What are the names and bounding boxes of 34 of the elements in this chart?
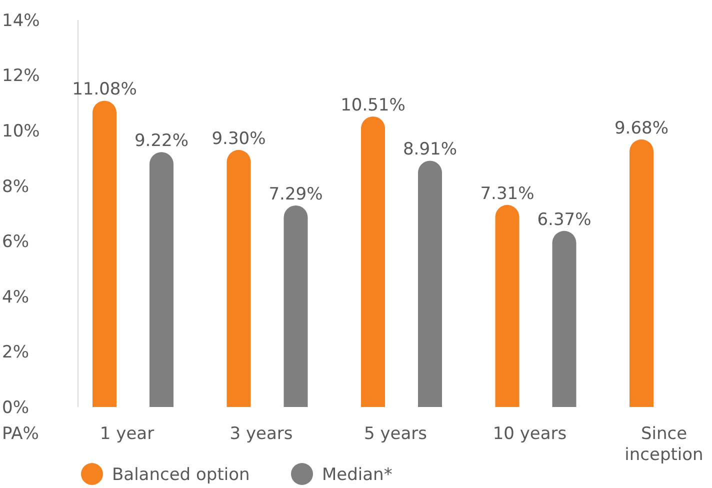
data-label: 9.22% [134, 131, 189, 152]
y-tick-label: 14% [2, 10, 40, 31]
y-tick-label: 8% [2, 176, 29, 197]
data-label: 10.51% [340, 95, 406, 116]
data-label: 9.30% [212, 128, 266, 149]
x-tick-label: 3 years [230, 424, 293, 444]
bar [418, 160, 442, 407]
x-tick-label: 10 years [492, 424, 567, 444]
data-label: 6.37% [537, 210, 592, 230]
y-tick-label: 2% [2, 342, 29, 363]
bar [92, 100, 116, 407]
legend-label: Median* [322, 465, 392, 485]
bar [284, 206, 308, 407]
y-tick-label: 10% [2, 122, 40, 142]
x-tick-label: 5 years [364, 424, 428, 444]
bar [361, 116, 385, 407]
data-label: 11.08% [72, 80, 137, 100]
y-tick-label: 4% [2, 287, 29, 308]
legend-label: Balanced option [112, 465, 250, 485]
bar [630, 139, 654, 407]
data-label: 9.68% [614, 118, 669, 138]
y-axis-title: PA% [2, 424, 39, 444]
y-tick-label: 6% [2, 232, 29, 252]
bar [226, 150, 251, 407]
x-tick-label: Since inception [624, 424, 704, 465]
bar [552, 230, 576, 407]
data-label: 8.91% [402, 140, 458, 160]
y-tick-label: 12% [2, 66, 40, 86]
data-label: 7.31% [480, 184, 534, 204]
bar [495, 204, 520, 407]
x-tick-label: 1 year [100, 424, 154, 444]
data-label: 7.29% [268, 184, 323, 204]
y-tick-label: 0% [2, 398, 29, 418]
bar [150, 152, 174, 407]
